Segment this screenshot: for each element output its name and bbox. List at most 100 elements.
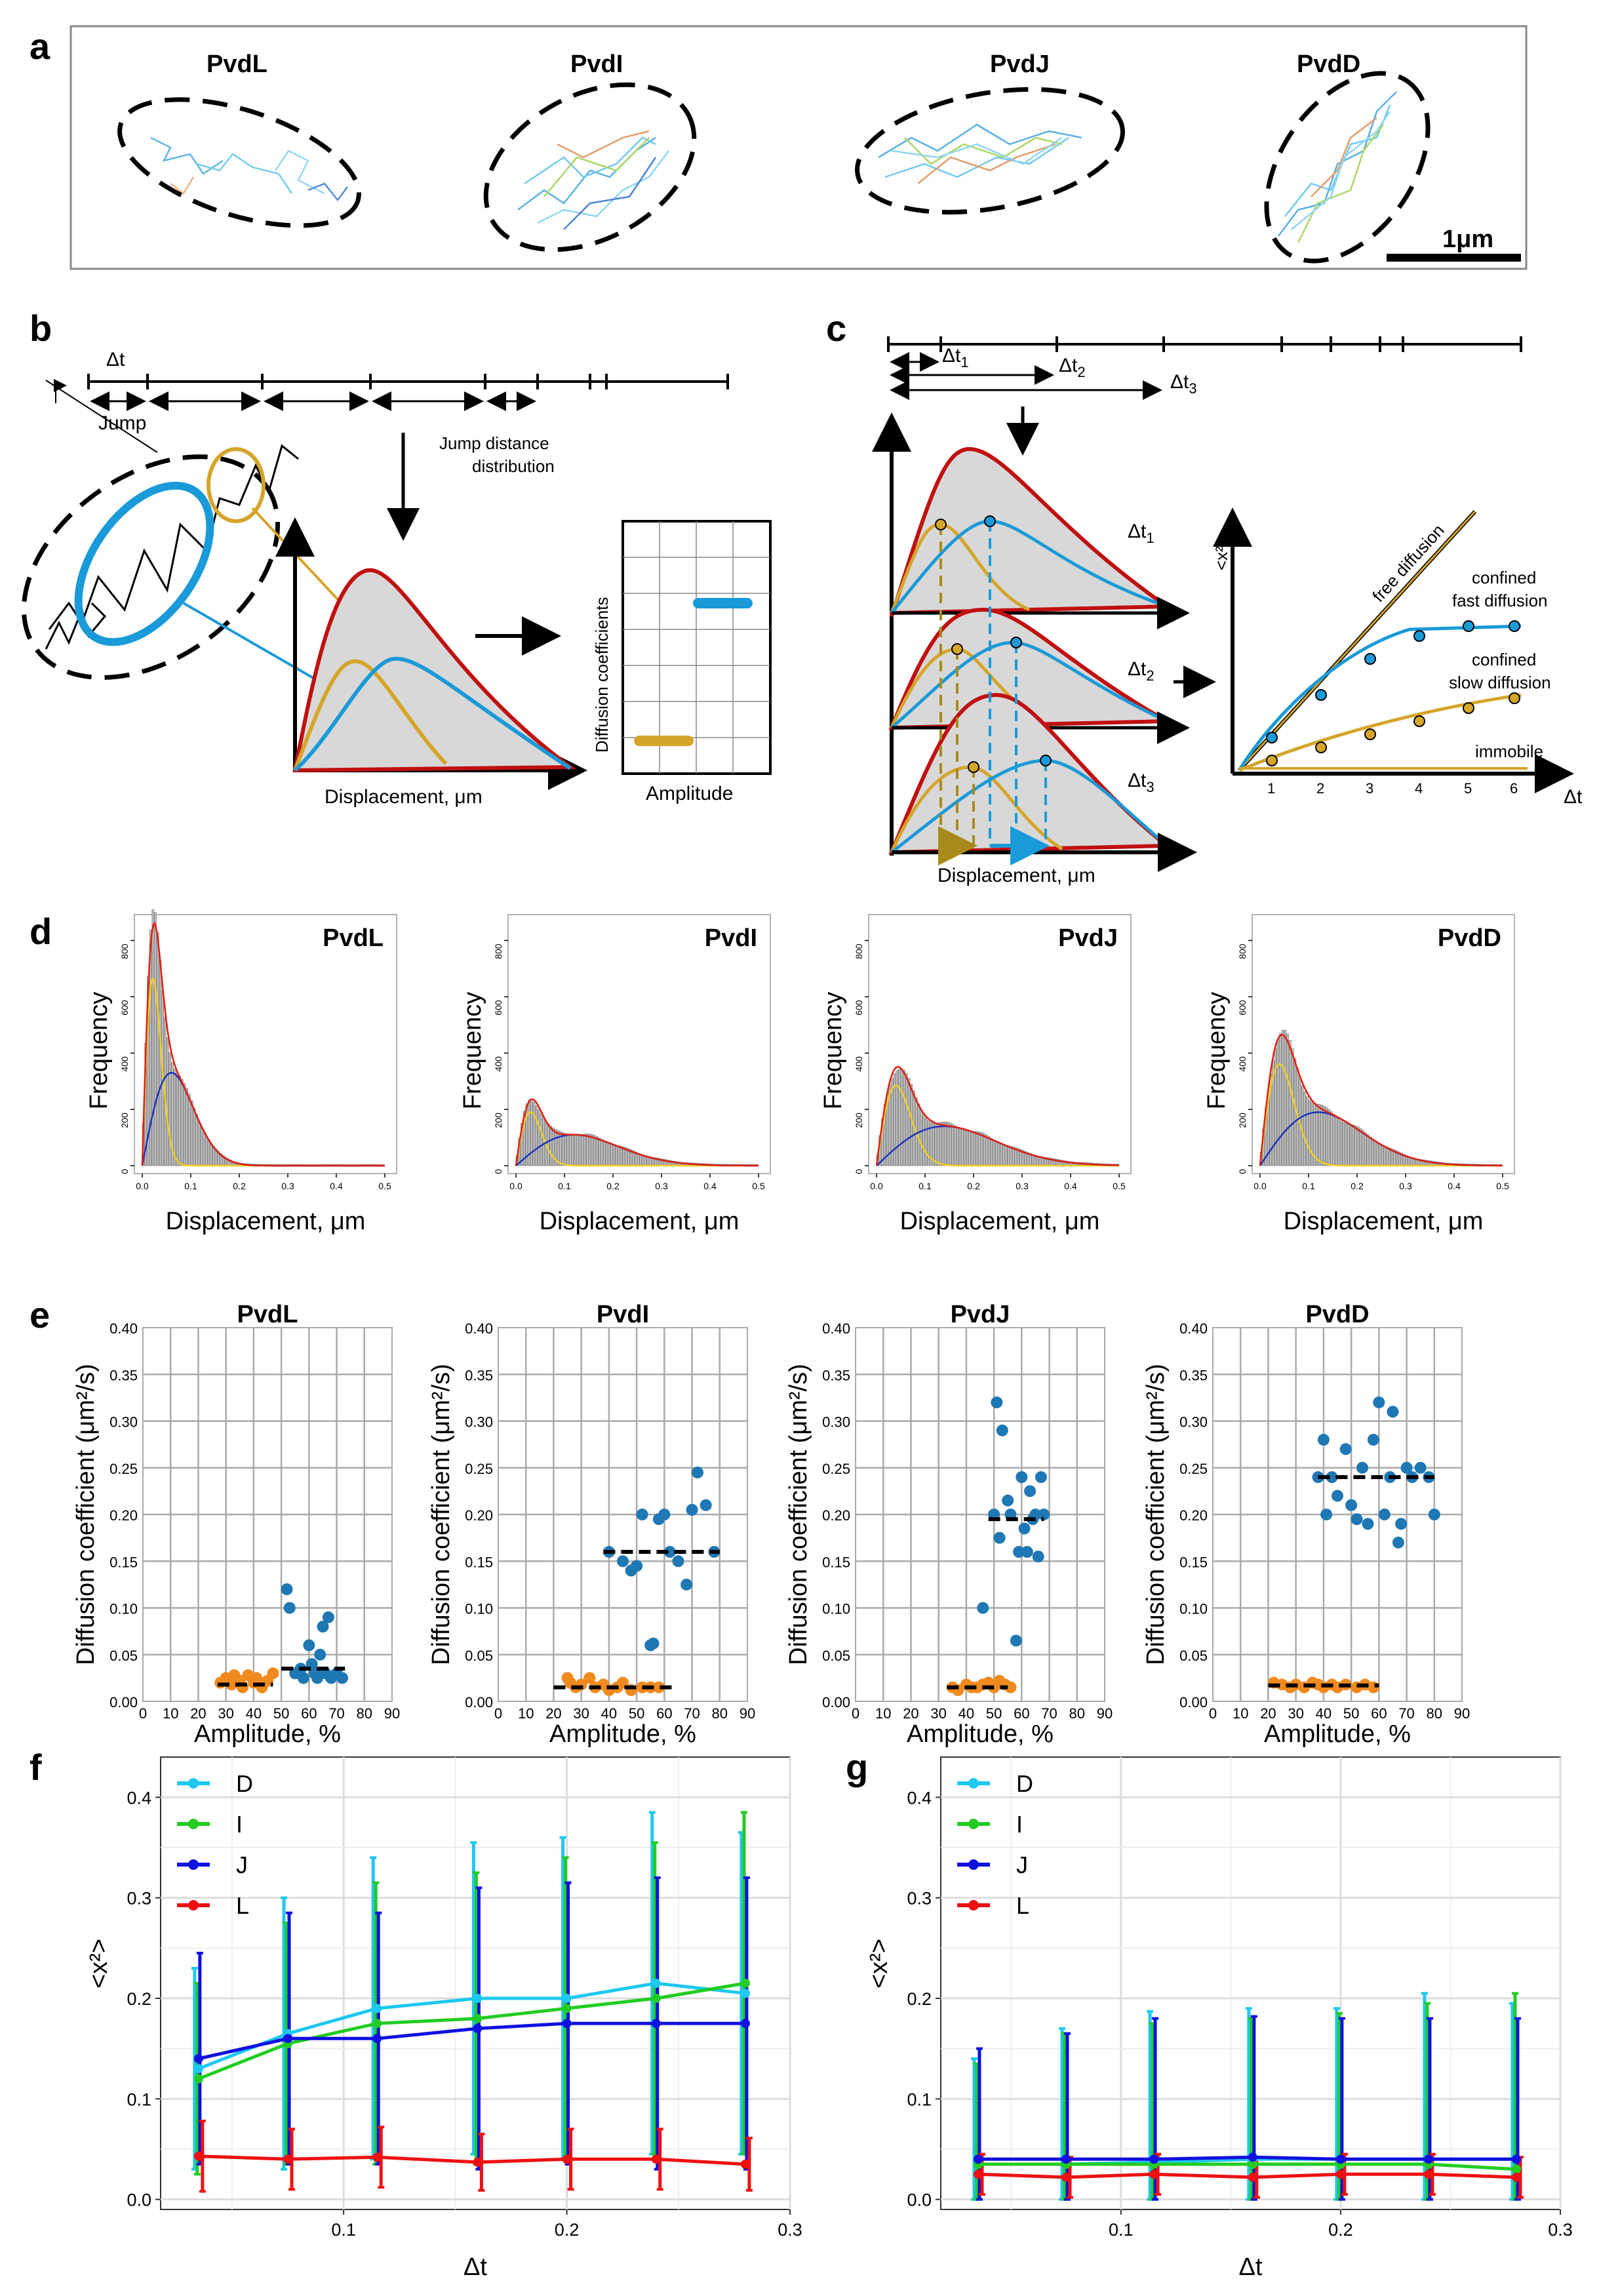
hist-bar [1311, 1101, 1314, 1166]
point-fast [281, 1583, 293, 1595]
confined-slow-label-1: confined [1472, 650, 1536, 669]
hist-ylabel: Frequency [85, 992, 113, 1110]
point-fast [1428, 1509, 1440, 1520]
msd-ylabel: <x²> [865, 1939, 893, 1989]
ytick-label: 0.20 [1179, 1507, 1208, 1524]
series-point-L [740, 2160, 750, 2169]
hist-bar [154, 912, 157, 1166]
series-point-L [1335, 2169, 1345, 2179]
ytick-label: 0.15 [109, 1554, 138, 1570]
point-fast [1345, 1499, 1358, 1511]
ytick-label: 400 [119, 1056, 130, 1072]
xtick-label: 60 [656, 1705, 672, 1722]
ytick-label: 0.4 [907, 1788, 932, 1808]
xtick-label: 30 [573, 1705, 589, 1722]
series-point-J [1511, 2154, 1521, 2164]
ytick-label: 0.05 [109, 1648, 138, 1664]
dc-axis-label-b: Diffusion coefficients [592, 597, 612, 753]
ytick-label: 0.1 [127, 2089, 151, 2109]
legend-dot-L [968, 1900, 979, 1910]
hist-frame-2 [868, 914, 1132, 1174]
xtick-label: 60 [301, 1705, 317, 1722]
xlabel-c: Displacement, μm [938, 865, 1096, 886]
hist-bar [200, 1127, 203, 1166]
point-fast [617, 1555, 629, 1568]
point-fast [1021, 1546, 1033, 1558]
xtick-label: 0.5 [1496, 1181, 1509, 1191]
hist-bar [1373, 1141, 1377, 1166]
free-diffusion-label: free diffusion [1368, 521, 1448, 606]
jdd-stack-c [872, 412, 1197, 872]
ytick-label: 0.30 [465, 1414, 493, 1431]
point-fast [1032, 1551, 1044, 1563]
dt2-top-label: Δt2 [1059, 355, 1086, 380]
ytick-label: 0 [493, 1169, 503, 1174]
xtick-label: 0.3 [778, 2220, 802, 2240]
ytick-label: 0.30 [1179, 1414, 1208, 1431]
point-fast [636, 1509, 648, 1520]
ytick-label: 800 [119, 943, 130, 959]
hist-bar [1303, 1091, 1306, 1166]
hist-bar [1388, 1147, 1391, 1166]
legend-label-L: L [236, 1892, 249, 1919]
hist-bar [585, 1134, 589, 1166]
ytick-label: 0.25 [1179, 1461, 1208, 1477]
series-point-L [1511, 2172, 1521, 2182]
ytick-label: 0.3 [907, 1889, 932, 1909]
hist-bar [978, 1132, 981, 1166]
ytick-label: 0.0 [127, 2190, 151, 2210]
scatter-ylabel: Diffusion coefficient (μm²/s) [1142, 1364, 1170, 1665]
hist-bar [1320, 1105, 1323, 1166]
legend-label-L: L [1016, 1892, 1029, 1919]
series-point-J [193, 2054, 203, 2063]
hist-bar [1332, 1114, 1335, 1166]
point-fast [647, 1637, 660, 1650]
hist-bar [1362, 1130, 1364, 1166]
ytick-label: 600 [119, 1000, 130, 1016]
hist-bar [1284, 1030, 1287, 1166]
point-fast [700, 1499, 712, 1511]
series-point-I [193, 2074, 203, 2084]
xtick-label: 70 [1041, 1705, 1057, 1722]
xtick-label: 0.4 [1064, 1181, 1077, 1191]
hist-bar [554, 1129, 557, 1166]
point-fast [996, 1424, 1008, 1436]
ytick-label: 0.35 [465, 1367, 493, 1383]
hist-bar [156, 932, 159, 1166]
scatter-xlabel: Amplitude, % [1264, 1720, 1411, 1748]
dt-label-b: Δt [106, 349, 125, 370]
point-fast [1317, 1434, 1330, 1446]
point-fast [297, 1672, 309, 1684]
xtick-label: 0.3 [1548, 2220, 1573, 2240]
hist-bar [583, 1134, 586, 1166]
cell-pvdj [855, 87, 1125, 215]
ytick-label: 200 [493, 1113, 503, 1128]
series-point-L [372, 2152, 382, 2162]
ytick-label: 0.10 [109, 1601, 138, 1617]
point-fast [692, 1466, 703, 1478]
hist-title: PvdJ [1058, 924, 1118, 952]
hist-bar [1359, 1128, 1362, 1166]
scatter-xlabel: Amplitude, % [194, 1720, 341, 1748]
immobile-label: immobile [1475, 742, 1543, 761]
ytick-label: 0.40 [109, 1320, 138, 1337]
hist-bar [934, 1122, 938, 1166]
hist-bar [973, 1131, 976, 1166]
hist-bar [195, 1114, 198, 1166]
ytick-label: 800 [854, 943, 864, 959]
scatter-ylabel: Diffusion coefficient (μm²/s) [785, 1364, 812, 1665]
xtick-label: 70 [328, 1705, 344, 1722]
hist-bar [968, 1131, 971, 1166]
xtick-label: 30 [1288, 1705, 1303, 1722]
legend-label-I: I [1016, 1811, 1023, 1838]
hist-bar [997, 1142, 1000, 1166]
hist-bar [937, 1122, 939, 1166]
msd-ticks-c: 1 2 3 4 5 6 [1267, 780, 1518, 797]
hist-bar [642, 1155, 644, 1166]
xtick-label: 0.0 [509, 1181, 523, 1191]
series-point-J [1423, 2154, 1433, 2164]
point-fast [336, 1672, 348, 1684]
series-point-J [1061, 2154, 1071, 2164]
hist-bar [1383, 1146, 1387, 1166]
series-point-L [651, 2154, 661, 2164]
